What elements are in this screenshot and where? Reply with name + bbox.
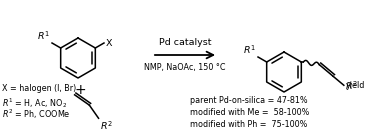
Text: modified with Me =  58-100%: modified with Me = 58-100% bbox=[190, 108, 309, 117]
Text: yield: yield bbox=[346, 81, 365, 90]
Text: $R^1$: $R^1$ bbox=[37, 29, 50, 42]
Text: $R^2$: $R^2$ bbox=[345, 79, 358, 92]
Text: $R^2$: $R^2$ bbox=[99, 119, 112, 132]
Text: Pd catalyst: Pd catalyst bbox=[159, 38, 211, 47]
Text: $R^1$: $R^1$ bbox=[243, 43, 256, 56]
Text: $R^2$ = Ph, COOMe: $R^2$ = Ph, COOMe bbox=[2, 108, 71, 121]
Text: parent Pd-on-silica = 47-81%: parent Pd-on-silica = 47-81% bbox=[190, 96, 308, 105]
Text: modified with Ph =  75-100%: modified with Ph = 75-100% bbox=[190, 120, 307, 129]
Text: $R^1$ = H, Ac, NO$_2$: $R^1$ = H, Ac, NO$_2$ bbox=[2, 96, 67, 110]
Text: X = halogen (I, Br): X = halogen (I, Br) bbox=[2, 84, 76, 93]
Text: X: X bbox=[106, 38, 113, 47]
Text: NMP, NaOAc, 150 °C: NMP, NaOAc, 150 °C bbox=[144, 63, 226, 72]
Text: +: + bbox=[74, 83, 86, 97]
